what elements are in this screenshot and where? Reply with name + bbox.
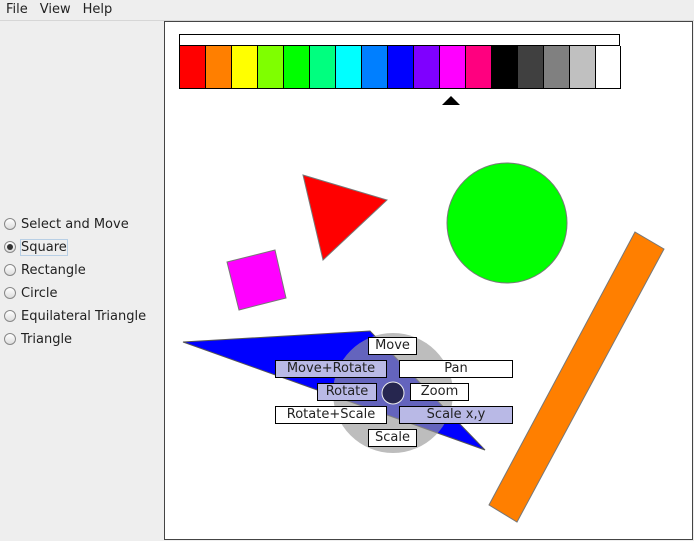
color-swatch[interactable] xyxy=(310,46,336,88)
color-swatch[interactable] xyxy=(466,46,492,88)
tool-triangle[interactable]: Triangle xyxy=(4,330,72,348)
radio-selected-icon[interactable] xyxy=(4,241,16,253)
shapes-layer xyxy=(182,162,665,523)
radio-icon[interactable] xyxy=(4,287,16,299)
tool-label: Rectangle xyxy=(21,262,86,278)
pie-pan-button[interactable]: Pan xyxy=(399,360,513,378)
color-swatch[interactable] xyxy=(284,46,310,88)
tool-equilateral-triangle[interactable]: Equilateral Triangle xyxy=(4,307,146,325)
tool-label: Equilateral Triangle xyxy=(21,308,147,324)
radio-icon[interactable] xyxy=(4,310,16,322)
pie-rotate-button[interactable]: Rotate xyxy=(317,383,377,401)
color-swatch[interactable] xyxy=(180,46,206,88)
tool-panel: Select and Move Square Rectangle Circle … xyxy=(0,21,164,541)
color-palette xyxy=(179,46,621,89)
color-swatch[interactable] xyxy=(518,46,544,88)
tool-rectangle[interactable]: Rectangle xyxy=(4,261,86,279)
orange-bar[interactable] xyxy=(488,231,665,523)
color-swatch[interactable] xyxy=(232,46,258,88)
color-swatch[interactable] xyxy=(258,46,284,88)
drawing-canvas[interactable]: Move Move+Rotate Pan Rotate Zoom Rotate+… xyxy=(164,21,693,540)
menu-help[interactable]: Help xyxy=(82,2,113,17)
color-swatch[interactable] xyxy=(206,46,232,88)
color-swatch[interactable] xyxy=(440,46,466,88)
color-swatch[interactable] xyxy=(414,46,440,88)
pie-menu-center-icon[interactable] xyxy=(381,381,405,405)
color-swatch[interactable] xyxy=(336,46,362,88)
selected-color-marker-icon xyxy=(442,96,460,105)
color-swatch[interactable] xyxy=(596,46,620,88)
pie-rotate-scale-button[interactable]: Rotate+Scale xyxy=(275,406,387,424)
radio-icon[interactable] xyxy=(4,333,16,345)
color-swatch[interactable] xyxy=(388,46,414,88)
pie-move-button[interactable]: Move xyxy=(368,337,417,355)
selected-color-preview xyxy=(179,34,620,46)
green-circle[interactable] xyxy=(446,162,568,284)
menu-view[interactable]: View xyxy=(39,2,71,17)
pie-zoom-button[interactable]: Zoom xyxy=(410,383,469,401)
radio-icon[interactable] xyxy=(4,218,16,230)
color-swatch[interactable] xyxy=(362,46,388,88)
tool-label: Circle xyxy=(21,285,58,301)
pie-scale-button[interactable]: Scale xyxy=(368,429,417,447)
magenta-square[interactable] xyxy=(226,249,287,311)
menu-bar: File View Help xyxy=(0,0,694,21)
tool-label: Square xyxy=(20,238,68,256)
tool-square[interactable]: Square xyxy=(4,238,68,256)
menu-file[interactable]: File xyxy=(6,2,28,17)
pie-scale-xy-button[interactable]: Scale x,y xyxy=(399,406,513,424)
tool-label: Select and Move xyxy=(21,216,129,232)
radio-icon[interactable] xyxy=(4,264,16,276)
color-swatch[interactable] xyxy=(544,46,570,88)
pie-move-rotate-button[interactable]: Move+Rotate xyxy=(275,360,387,378)
red-triangle[interactable] xyxy=(302,174,388,261)
color-swatch[interactable] xyxy=(570,46,596,88)
color-swatch[interactable] xyxy=(492,46,518,88)
tool-label: Triangle xyxy=(21,331,73,347)
tool-circle[interactable]: Circle xyxy=(4,284,58,302)
tool-select-and-move[interactable]: Select and Move xyxy=(4,215,129,233)
